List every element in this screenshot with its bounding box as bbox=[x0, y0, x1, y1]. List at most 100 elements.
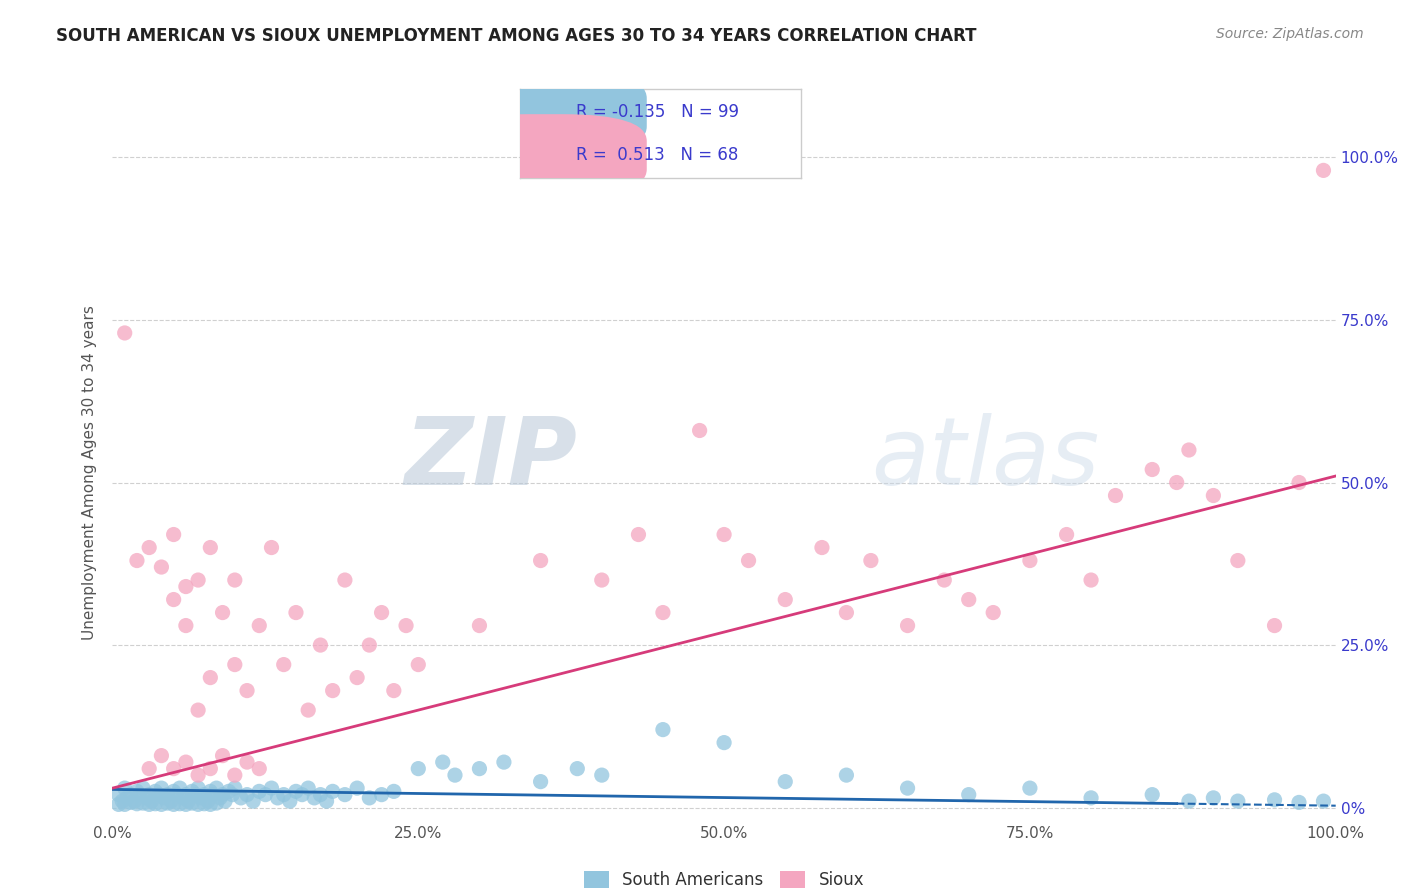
Point bbox=[370, 788, 392, 802]
Point bbox=[150, 781, 173, 796]
Point bbox=[124, 794, 146, 808]
Point bbox=[1312, 794, 1334, 808]
Point bbox=[627, 527, 650, 541]
Point bbox=[1104, 489, 1126, 503]
Point bbox=[242, 794, 264, 808]
Point bbox=[468, 618, 491, 632]
Point bbox=[737, 553, 759, 567]
Point bbox=[713, 527, 735, 541]
Point bbox=[981, 606, 1004, 620]
Point bbox=[1312, 163, 1334, 178]
Point bbox=[529, 553, 551, 567]
Point bbox=[382, 683, 405, 698]
Point bbox=[1226, 553, 1249, 567]
Point bbox=[107, 797, 129, 812]
Point bbox=[150, 560, 173, 574]
Point bbox=[187, 768, 209, 782]
Text: Source: ZipAtlas.com: Source: ZipAtlas.com bbox=[1216, 27, 1364, 41]
Point bbox=[181, 796, 204, 810]
Point bbox=[187, 703, 209, 717]
Point bbox=[309, 788, 332, 802]
Point bbox=[236, 683, 259, 698]
Point bbox=[297, 781, 319, 796]
Point bbox=[260, 541, 283, 555]
Point bbox=[1056, 527, 1078, 541]
Point bbox=[200, 541, 222, 555]
Point bbox=[304, 790, 326, 805]
Text: R =  0.513   N = 68: R = 0.513 N = 68 bbox=[576, 146, 738, 164]
Point bbox=[187, 797, 209, 812]
Point bbox=[333, 788, 356, 802]
Point bbox=[125, 553, 148, 567]
Point bbox=[278, 794, 301, 808]
Point bbox=[169, 781, 191, 796]
Point bbox=[529, 774, 551, 789]
Point bbox=[163, 527, 186, 541]
FancyBboxPatch shape bbox=[444, 71, 647, 153]
Text: atlas: atlas bbox=[870, 413, 1099, 504]
Point bbox=[211, 748, 233, 763]
Point bbox=[359, 638, 381, 652]
Point bbox=[652, 723, 675, 737]
Text: R = -0.135   N = 99: R = -0.135 N = 99 bbox=[576, 103, 740, 121]
Point bbox=[200, 797, 222, 812]
Point bbox=[211, 788, 233, 802]
Point bbox=[135, 790, 157, 805]
Point bbox=[156, 788, 179, 802]
Point bbox=[236, 755, 259, 769]
Point bbox=[370, 606, 392, 620]
Point bbox=[835, 768, 858, 782]
Point bbox=[408, 657, 430, 672]
Point bbox=[132, 781, 155, 796]
Legend: South Americans, Sioux: South Americans, Sioux bbox=[578, 864, 870, 892]
Point bbox=[150, 748, 173, 763]
Point bbox=[114, 797, 136, 812]
Point bbox=[218, 784, 240, 798]
Point bbox=[107, 788, 129, 802]
Point bbox=[224, 573, 246, 587]
Point bbox=[346, 671, 368, 685]
Point bbox=[291, 788, 314, 802]
Point bbox=[591, 573, 613, 587]
FancyBboxPatch shape bbox=[444, 114, 647, 196]
Point bbox=[346, 781, 368, 796]
Point bbox=[1178, 794, 1201, 808]
Text: SOUTH AMERICAN VS SIOUX UNEMPLOYMENT AMONG AGES 30 TO 34 YEARS CORRELATION CHART: SOUTH AMERICAN VS SIOUX UNEMPLOYMENT AMO… bbox=[56, 27, 977, 45]
Point bbox=[247, 762, 270, 776]
Point bbox=[138, 797, 160, 812]
Point bbox=[184, 788, 207, 802]
Point bbox=[408, 762, 430, 776]
Point bbox=[174, 755, 197, 769]
Point bbox=[174, 580, 197, 594]
Point bbox=[689, 424, 711, 438]
Point bbox=[247, 618, 270, 632]
Point bbox=[177, 794, 200, 808]
Point bbox=[187, 781, 209, 796]
Point bbox=[811, 541, 834, 555]
Point bbox=[775, 592, 797, 607]
Point bbox=[205, 781, 228, 796]
Point bbox=[236, 788, 259, 802]
Point bbox=[934, 573, 956, 587]
Point bbox=[273, 788, 295, 802]
Point bbox=[153, 790, 176, 805]
Point bbox=[200, 762, 222, 776]
Point bbox=[125, 797, 148, 811]
Point bbox=[141, 794, 163, 808]
Point bbox=[359, 790, 381, 805]
Point bbox=[138, 541, 160, 555]
Point bbox=[432, 755, 454, 769]
Point bbox=[260, 781, 283, 796]
Point bbox=[143, 784, 166, 798]
Point bbox=[132, 796, 155, 810]
Point bbox=[1226, 794, 1249, 808]
Point bbox=[309, 638, 332, 652]
Point bbox=[1080, 573, 1102, 587]
Point bbox=[120, 796, 142, 810]
Point bbox=[221, 788, 243, 802]
Point bbox=[1142, 788, 1164, 802]
Point bbox=[382, 784, 405, 798]
Point bbox=[163, 797, 186, 812]
Point bbox=[897, 618, 920, 632]
Point bbox=[163, 762, 186, 776]
